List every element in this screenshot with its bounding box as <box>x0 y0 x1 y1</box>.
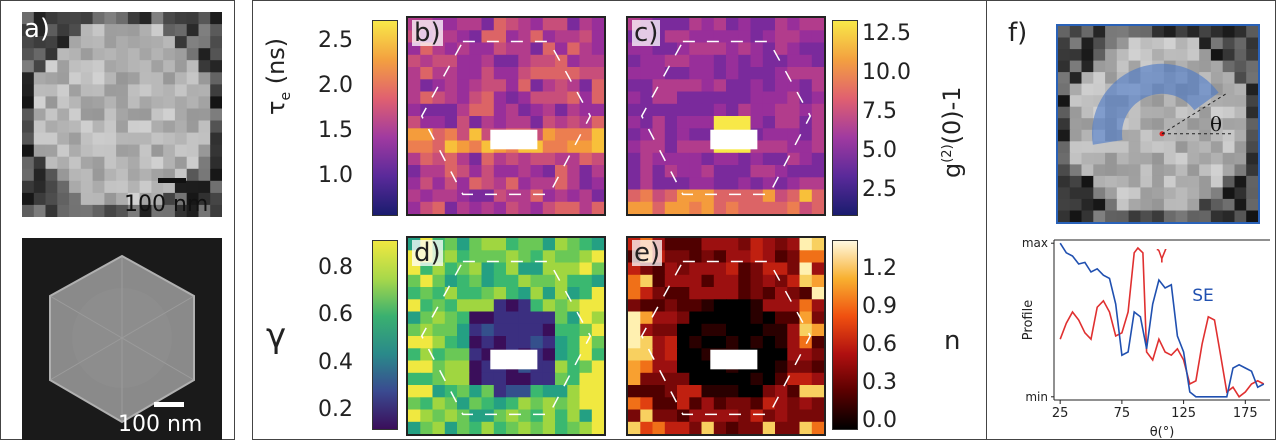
panel-a-label: a) <box>24 14 51 44</box>
scale-label-bottom: 100 nm <box>118 412 203 437</box>
panel-a-bottom-image <box>22 238 222 440</box>
colorbar-tau-tick: 1.0 <box>318 162 353 188</box>
panel-e-label: e) <box>632 238 663 268</box>
colorbar-g2-tick: 5.0 <box>862 138 897 164</box>
colorbar-tau <box>372 20 398 216</box>
scale-label-top: 100 nm <box>124 192 209 217</box>
map-e <box>626 236 826 436</box>
colorbar-g2-tick: 2.5 <box>862 177 897 203</box>
x-tick-label: 175 <box>1233 406 1258 421</box>
map-c <box>626 16 826 216</box>
colorbar-n <box>832 240 858 430</box>
colorbar-n-tick: 0.9 <box>862 294 897 319</box>
colorbar-g2-tick: 10.0 <box>862 59 911 85</box>
colorbar-n-tick: 1.2 <box>862 256 897 281</box>
y-axis-label: Profile <box>1021 300 1036 340</box>
angular-sector <box>1092 63 1219 145</box>
scale-bar-top <box>158 178 186 183</box>
x-tick-label: 75 <box>1114 406 1131 421</box>
colorbar-g2-tick: 12.5 <box>862 20 911 46</box>
y-tick-label: min <box>1025 390 1048 404</box>
colorbar-g2-label: g(2)(0)-1 <box>938 86 966 178</box>
map-b <box>406 16 606 216</box>
colorbar-tau-label: τe (ns) <box>262 37 294 115</box>
panel-f-label: f) <box>1008 18 1028 48</box>
map-d <box>406 236 606 436</box>
panel-f-image <box>1056 24 1260 224</box>
colorbar-gamma-tick: 0.4 <box>318 349 353 375</box>
series-line-se <box>1059 242 1265 398</box>
panel-a-top-image <box>22 12 222 217</box>
angle-line <box>1161 93 1227 135</box>
series-label-gamma: γ <box>1156 243 1167 264</box>
x-tick-label: 125 <box>1171 406 1196 421</box>
colorbar-gamma-label: γ <box>266 316 287 356</box>
colorbar-n-tick: 0.0 <box>862 408 897 433</box>
scale-bar-bottom <box>154 402 184 407</box>
colorbar-g2 <box>832 20 858 216</box>
panel-c-label: c) <box>632 18 661 48</box>
angle-theta-symbol: θ <box>1210 112 1223 136</box>
series-label-se: SE <box>1192 286 1214 306</box>
colorbar-gamma-tick: 0.2 <box>318 397 353 423</box>
colorbar-n-label: n <box>944 326 961 356</box>
x-tick-label: 25 <box>1052 406 1069 421</box>
profile-chart: max min 25 75 125 175 θ(°) Profile γ SE <box>1021 236 1270 440</box>
colorbar-n-tick: 0.6 <box>862 332 897 357</box>
colorbar-g2-tick: 7.5 <box>862 99 897 124</box>
panel-d-label: d) <box>412 238 443 268</box>
y-tick-label: max <box>1022 236 1048 250</box>
colorbar-tau-tick: 2.0 <box>318 72 353 98</box>
colorbar-gamma-tick: 0.6 <box>318 302 353 328</box>
colorbar-gamma-tick: 0.8 <box>318 254 353 280</box>
colorbar-tau-tick: 1.5 <box>318 117 353 143</box>
x-axis-label: θ(°) <box>1150 425 1175 440</box>
colorbar-tau-tick: 2.5 <box>318 27 353 53</box>
colorbar-n-tick: 0.3 <box>862 370 897 395</box>
panel-b-label: b) <box>412 18 443 48</box>
colorbar-gamma <box>372 240 398 430</box>
